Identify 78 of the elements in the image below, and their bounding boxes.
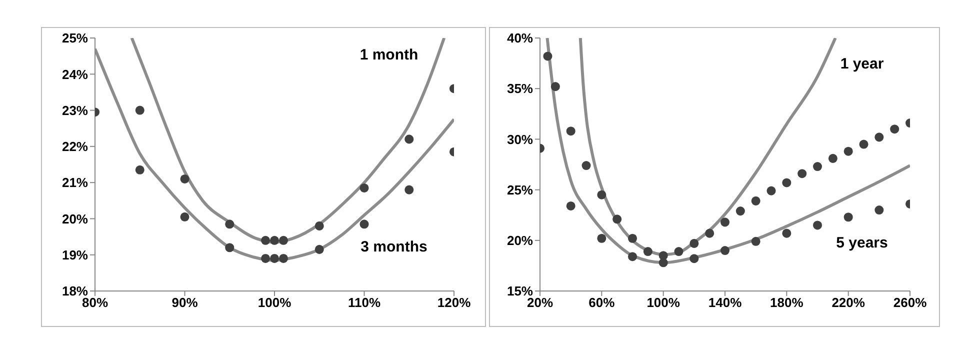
point bbox=[261, 254, 270, 263]
y-tick-label: 23% bbox=[62, 102, 88, 118]
x-tick-label: 260% bbox=[893, 295, 928, 310]
x-tick-label: 110% bbox=[348, 295, 381, 310]
point bbox=[720, 246, 730, 256]
point bbox=[543, 52, 552, 61]
annotation: 1 month bbox=[360, 46, 418, 64]
point bbox=[812, 162, 822, 172]
point bbox=[566, 126, 576, 136]
point bbox=[225, 243, 234, 252]
point bbox=[859, 140, 868, 149]
x-tick-label: 100% bbox=[258, 295, 292, 310]
y-tick-label: 40% bbox=[506, 30, 534, 46]
y-tick-label: 25% bbox=[506, 182, 534, 198]
point bbox=[597, 190, 606, 200]
point bbox=[582, 161, 591, 170]
point bbox=[278, 254, 288, 263]
x-tick-label: 60% bbox=[588, 295, 616, 310]
point bbox=[782, 178, 792, 188]
point bbox=[844, 212, 853, 222]
point bbox=[751, 236, 760, 246]
y-tick-label: 35% bbox=[506, 81, 534, 96]
point bbox=[844, 146, 853, 156]
point bbox=[270, 254, 280, 263]
point bbox=[690, 238, 699, 248]
point bbox=[766, 186, 776, 196]
point bbox=[180, 212, 190, 222]
point bbox=[674, 247, 684, 256]
point bbox=[782, 228, 792, 238]
y-tick-label: 30% bbox=[506, 132, 534, 147]
y-tick-label: 25% bbox=[62, 30, 88, 46]
point bbox=[890, 124, 900, 134]
point bbox=[261, 236, 270, 245]
point bbox=[612, 214, 622, 224]
x-tick-label: 140% bbox=[708, 295, 742, 310]
point bbox=[360, 220, 369, 229]
y-tick-label: 20% bbox=[506, 233, 534, 248]
point bbox=[597, 234, 606, 243]
point bbox=[225, 220, 234, 229]
point bbox=[135, 106, 144, 115]
x-tick-label: 120% bbox=[437, 295, 472, 310]
point bbox=[720, 218, 730, 227]
x-tick-label: 90% bbox=[172, 295, 198, 310]
annotation: 1 year bbox=[840, 56, 884, 72]
y-tick-label: 20% bbox=[62, 211, 88, 226]
point bbox=[798, 169, 807, 178]
point bbox=[874, 206, 884, 215]
point bbox=[404, 134, 414, 144]
point bbox=[404, 185, 414, 194]
point bbox=[135, 165, 144, 174]
point bbox=[751, 196, 760, 206]
y-tick-label: 22% bbox=[62, 139, 88, 154]
annotation: 3 months bbox=[360, 238, 428, 256]
y-tick-label: 24% bbox=[62, 66, 88, 82]
y-tick-label: 19% bbox=[62, 247, 88, 262]
point bbox=[180, 174, 190, 184]
point bbox=[736, 206, 745, 216]
annotation: 5 years bbox=[836, 234, 888, 252]
point bbox=[566, 201, 576, 210]
point bbox=[550, 82, 560, 92]
point bbox=[270, 236, 280, 245]
x-tick-label: 220% bbox=[832, 295, 866, 310]
point bbox=[690, 254, 699, 264]
point bbox=[278, 236, 288, 245]
point bbox=[658, 258, 668, 268]
y-tick-label: 21% bbox=[62, 175, 88, 190]
point bbox=[314, 221, 324, 230]
point bbox=[705, 228, 714, 238]
point bbox=[643, 247, 652, 256]
point bbox=[874, 132, 884, 142]
point bbox=[628, 252, 638, 262]
point bbox=[812, 220, 822, 230]
point bbox=[314, 244, 324, 254]
point bbox=[360, 183, 369, 192]
point bbox=[628, 234, 638, 243]
x-tick-label: 180% bbox=[770, 295, 804, 310]
point bbox=[828, 154, 838, 163]
x-tick-label: 100% bbox=[646, 295, 680, 310]
